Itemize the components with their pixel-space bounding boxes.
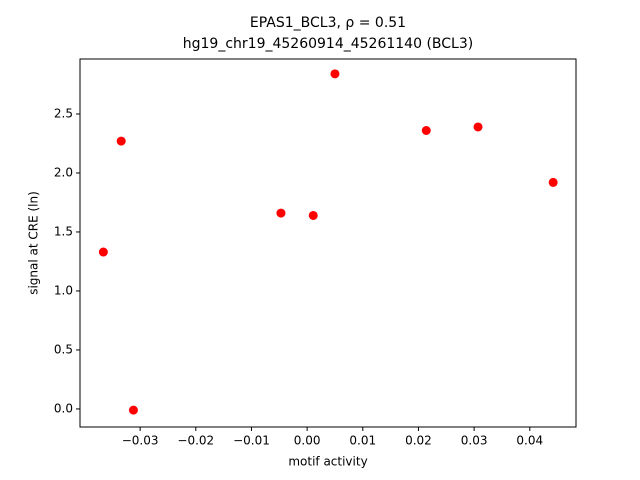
point bbox=[128, 405, 138, 415]
y-tick-label: 2.5 bbox=[54, 106, 73, 120]
x-tick-label: −0.02 bbox=[177, 434, 214, 448]
point bbox=[308, 210, 318, 220]
y-tick-label: 1.0 bbox=[54, 283, 73, 297]
point bbox=[330, 69, 340, 79]
y-tick-label: 0.0 bbox=[54, 401, 73, 415]
point bbox=[548, 177, 558, 187]
point bbox=[473, 122, 483, 132]
y-tick-label: 2.0 bbox=[54, 165, 73, 179]
y-tick-label: 0.5 bbox=[54, 342, 73, 356]
point bbox=[421, 125, 431, 135]
x-tick-label: 0.01 bbox=[349, 434, 376, 448]
point bbox=[98, 247, 108, 257]
x-tick-label: −0.01 bbox=[233, 434, 270, 448]
chart-title: EPAS1_BCL3, ρ = 0.51 bbox=[250, 15, 406, 31]
x-tick-label: 0.02 bbox=[405, 434, 432, 448]
x-tick-label: 0.04 bbox=[516, 434, 543, 448]
x-tick-label: 0.00 bbox=[294, 434, 321, 448]
y-tick-label: 1.5 bbox=[54, 224, 73, 238]
point bbox=[116, 136, 126, 146]
x-tick-label: −0.03 bbox=[122, 434, 159, 448]
x-axis-label: motif activity bbox=[288, 455, 367, 469]
chart-subtitle: hg19_chr19_45260914_45261140 (BCL3) bbox=[183, 36, 473, 52]
y-axis-label: signal at CRE (ln) bbox=[27, 191, 41, 295]
point bbox=[276, 208, 286, 218]
plot-frame bbox=[79, 58, 577, 428]
x-tick-label: 0.03 bbox=[461, 434, 488, 448]
